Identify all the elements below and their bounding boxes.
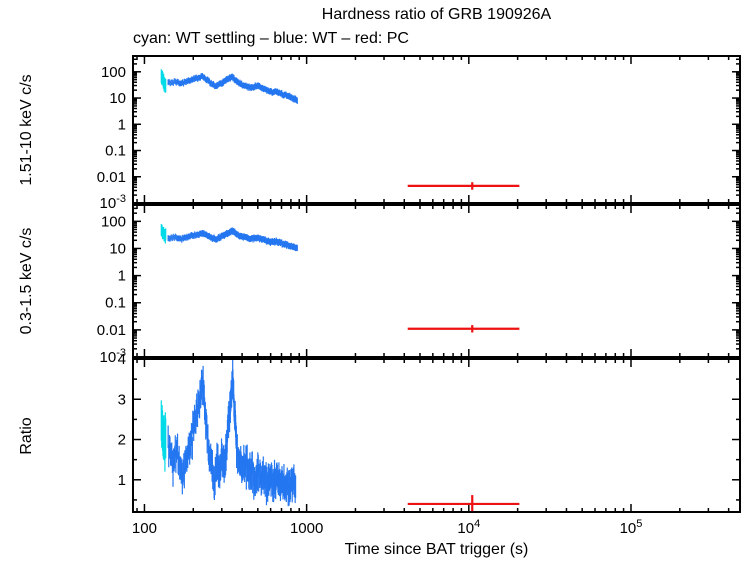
panel-0: 100 10 1 0.1 0.01 10-3	[97, 55, 741, 212]
y-tick-label: 10	[109, 90, 126, 107]
y-tick-label: 10-3	[100, 347, 126, 366]
series-pc	[407, 495, 520, 512]
x-tick-label: 1000	[290, 520, 323, 537]
chart-title: Hardness ratio of GRB 190926A	[321, 6, 552, 23]
chart-subtitle: cyan: WT settling – blue: WT – red: PC	[133, 30, 409, 47]
x-tick-label: 105	[620, 518, 643, 537]
y-tick-label: 100	[101, 213, 126, 230]
series-wt	[167, 360, 297, 507]
x-tick-label: 104	[457, 518, 480, 537]
x-tick-label: 100	[132, 520, 157, 537]
y-tick-label: 100	[101, 64, 126, 81]
y-tick-label: 1	[118, 268, 126, 285]
y-tick-label: 0.1	[105, 143, 126, 160]
panel-2: 4 3 2 1	[118, 351, 741, 513]
y-tick-label: 0.01	[97, 322, 126, 339]
series-pc	[407, 325, 520, 333]
y-tick-label: 10-3	[100, 193, 126, 212]
panel-1: 100 10 1 0.1 0.01 10-3	[97, 204, 741, 366]
xlabel-time: Time since BAT trigger (s)	[344, 541, 529, 558]
series-pc	[407, 182, 520, 190]
y-tick-label: 3	[118, 391, 126, 408]
y-tick-label: 2	[118, 432, 126, 449]
series-wt	[167, 73, 298, 104]
y-tick-label: 1	[118, 472, 126, 489]
y-tick-label: 10	[109, 240, 126, 257]
series-wt-settling	[160, 224, 167, 244]
y-tick-label: 1	[118, 116, 126, 133]
y-tick-label: 0.01	[97, 169, 126, 186]
y-tick-label: 4	[118, 351, 126, 368]
y-tick-label: 0.1	[105, 295, 126, 312]
series-wt-settling	[160, 400, 167, 472]
series-wt-settling	[160, 69, 167, 93]
series-wt	[167, 227, 298, 252]
